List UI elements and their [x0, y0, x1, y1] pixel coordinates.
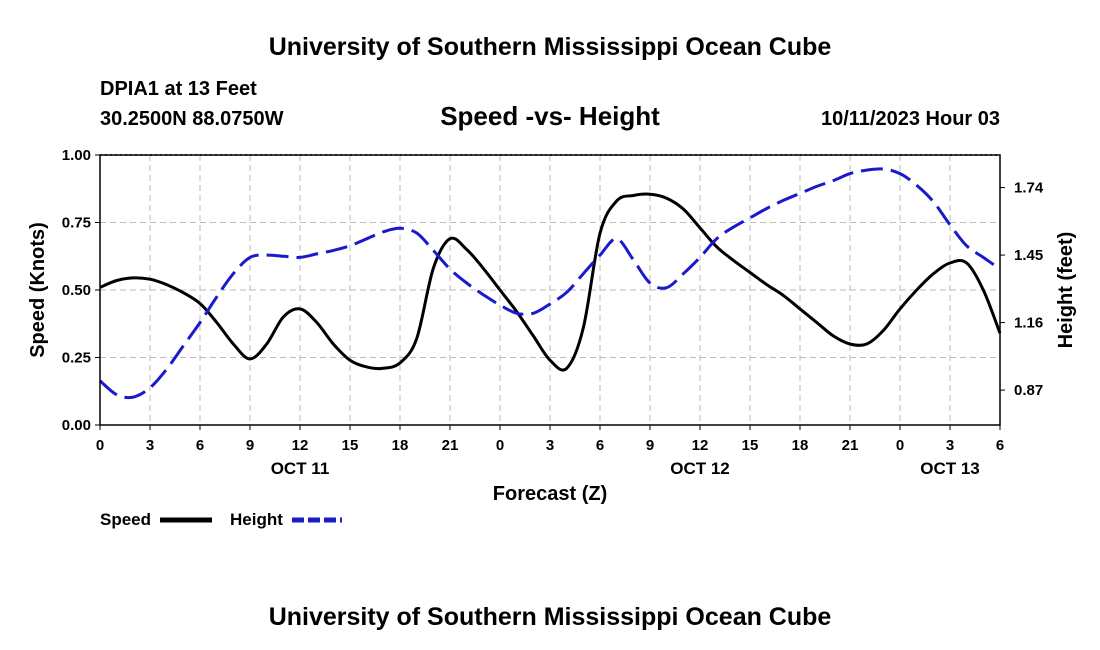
y-tick-label: 1.00 — [62, 147, 91, 164]
x-tick-label: 15 — [742, 437, 759, 454]
y2-axis-label: Height (feet) — [1055, 232, 1077, 349]
coords-label: 30.2500N 88.0750W — [100, 108, 284, 130]
x-tick-label: 6 — [196, 437, 204, 454]
grid-layer — [100, 154, 1000, 425]
x-tick-label: 9 — [246, 437, 254, 454]
datetime-label: 10/11/2023 Hour 03 — [821, 108, 1000, 130]
speed-series-line — [99, 192, 1002, 372]
date-label: OCT 11 — [271, 459, 330, 478]
tick-layer: 0 3 6 9 12 15 18 21 0 3 6 9 12 15 18 21 0 3 6 0.00 0.25 0.50 0… — [62, 147, 1044, 478]
height-series-line — [99, 167, 1001, 400]
y-axis-label: Speed (Knots) — [27, 222, 49, 358]
x-axis-label: Forecast (Z) — [493, 483, 607, 505]
y2-tick-label: 1.45 — [1014, 247, 1043, 264]
x-tick-label: 6 — [996, 437, 1004, 454]
y2-tick-label: 0.87 — [1014, 382, 1043, 399]
x-tick-label: 12 — [692, 437, 709, 454]
chart-header-title: University of Southern Mississippi Ocean… — [269, 33, 832, 61]
y2-tick-label: 1.74 — [1014, 180, 1044, 197]
x-tick-label: 3 — [946, 437, 954, 454]
station-label: DPIA1 at 13 Feet — [100, 78, 257, 100]
x-tick-label: 12 — [292, 437, 309, 454]
date-label: OCT 12 — [670, 459, 730, 478]
x-tick-label: 15 — [342, 437, 359, 454]
legend-speed-label: Speed — [100, 510, 151, 529]
y-tick-label: 0.25 — [62, 350, 91, 367]
chart-title: Speed -vs- Height — [440, 101, 660, 131]
x-tick-label: 18 — [392, 437, 409, 454]
x-tick-label: 0 — [896, 437, 904, 454]
x-tick-label: 21 — [442, 437, 459, 454]
x-tick-label: 9 — [646, 437, 654, 454]
x-tick-label: 0 — [496, 437, 504, 454]
y-tick-label: 0.50 — [62, 282, 91, 299]
x-tick-label: 21 — [842, 437, 859, 454]
x-tick-label: 0 — [96, 437, 104, 454]
y-tick-label: 0.00 — [62, 417, 91, 434]
x-tick-label: 3 — [146, 437, 154, 454]
footer-title: University of Southern Mississippi Ocean… — [269, 603, 832, 631]
y-tick-label: 0.75 — [62, 215, 91, 232]
legend-height-label: Height — [230, 510, 283, 529]
date-label: OCT 13 — [920, 459, 980, 478]
y2-tick-label: 1.16 — [1014, 315, 1043, 332]
x-tick-label: 6 — [596, 437, 604, 454]
series-layer — [99, 167, 1002, 400]
x-tick-label: 18 — [792, 437, 809, 454]
x-tick-label: 3 — [546, 437, 554, 454]
